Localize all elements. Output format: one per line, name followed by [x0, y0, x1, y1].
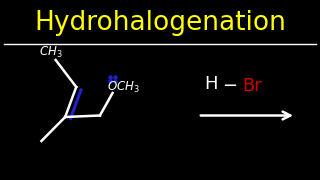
Text: $CH_3$: $CH_3$ — [39, 45, 63, 60]
Text: Hydrohalogenation: Hydrohalogenation — [34, 10, 286, 35]
Text: −: − — [222, 76, 237, 94]
Text: H: H — [204, 75, 217, 93]
Text: Br: Br — [242, 76, 261, 94]
Text: $OCH_3$: $OCH_3$ — [107, 79, 140, 94]
